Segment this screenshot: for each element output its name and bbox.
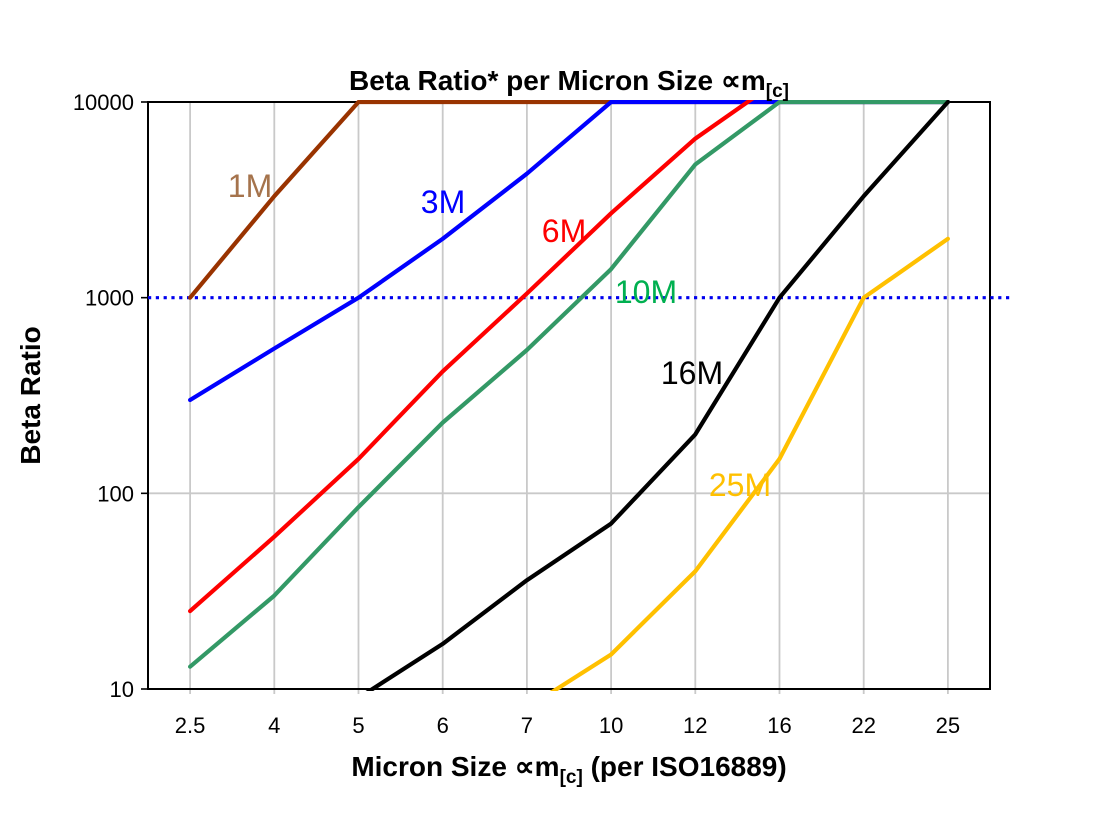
series-label-16M: 16M	[661, 355, 723, 391]
y-tick-label: 10	[110, 677, 134, 702]
series-line-6M	[188, 100, 755, 614]
x-tick-label: 25	[936, 713, 960, 738]
x-tick-label: 5	[352, 713, 364, 738]
series-label-3M: 3M	[421, 184, 465, 220]
series-line-16M	[365, 100, 951, 691]
x-tick-label: 10	[599, 713, 623, 738]
series-label-25M: 25M	[709, 467, 771, 503]
series-layer	[188, 100, 951, 691]
y-tick-label: 10000	[73, 90, 134, 115]
series-label-10M: 10M	[615, 274, 677, 310]
x-tick-label: 12	[683, 713, 707, 738]
series-label-6M: 6M	[542, 213, 586, 249]
series-label-1M: 1M	[228, 168, 272, 204]
x-tick-label: 16	[767, 713, 791, 738]
series-line-25M	[549, 236, 951, 691]
series-line-1M	[188, 100, 951, 300]
x-tick-label: 22	[851, 713, 875, 738]
x-tick-label: 2.5	[175, 713, 206, 738]
chart-title: Beta Ratio* per Micron Size ∝m[c]	[349, 65, 789, 102]
x-tick-label: 7	[521, 713, 533, 738]
x-axis-title: Micron Size ∝m[c] (per ISO16889)	[351, 751, 786, 788]
x-tick-label: 6	[437, 713, 449, 738]
y-tick-label: 100	[97, 481, 134, 506]
y-axis-title: Beta Ratio	[15, 326, 46, 464]
y-tick-label: 1000	[85, 286, 134, 311]
series-line-10M	[188, 100, 951, 669]
x-tick-label: 4	[268, 713, 280, 738]
